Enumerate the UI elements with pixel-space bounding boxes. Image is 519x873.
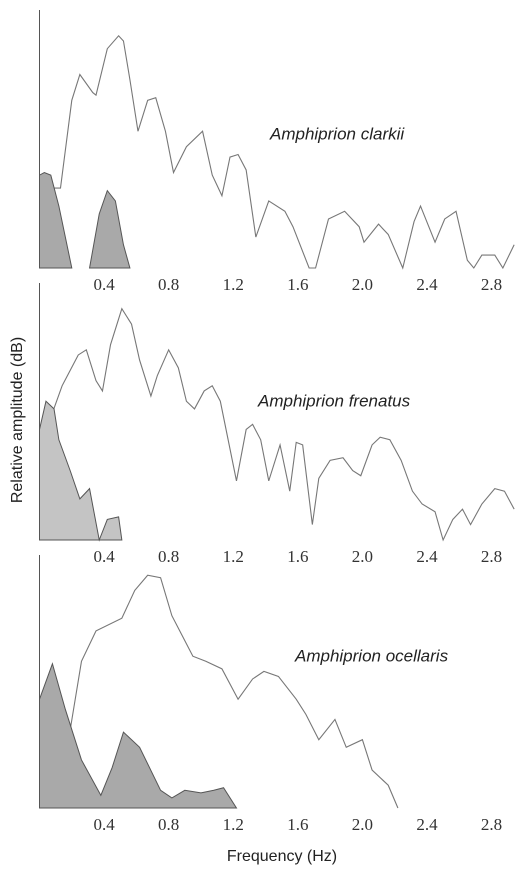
x-tick-label: 0.8 — [158, 547, 179, 566]
x-tick-label: 2.8 — [481, 275, 502, 294]
line — [38, 574, 399, 809]
x-tick-label: 2.0 — [352, 815, 373, 834]
annotation: Amphiprion clarkii — [269, 124, 405, 143]
x-tick-label: 1.6 — [287, 815, 308, 834]
x-tick-label: 2.4 — [416, 815, 438, 834]
area — [39, 662, 238, 809]
x-tick-label: 1.6 — [287, 275, 308, 294]
x-tick-label: 0.4 — [93, 275, 115, 294]
x-tick-label: 2.0 — [352, 275, 373, 294]
line — [42, 34, 515, 270]
y-axis-label: Relative amplitude (dB) — [9, 337, 26, 503]
x-tick-label: 1.2 — [223, 547, 244, 566]
x-tick-label: 0.4 — [93, 547, 115, 566]
line — [42, 307, 515, 542]
x-tick-label: 0.4 — [93, 815, 115, 834]
x-tick-label: 2.8 — [481, 815, 502, 834]
x-tick-label: 1.2 — [223, 275, 244, 294]
x-tick-label: 0.8 — [158, 275, 179, 294]
x-axis-label: Frequency (Hz) — [227, 848, 337, 865]
x-tick-label: 0.8 — [158, 815, 179, 834]
annotation: Amphiprion frenatus — [257, 391, 411, 410]
x-tick-label: 1.2 — [223, 815, 244, 834]
x-tick-label: 2.0 — [352, 547, 373, 566]
x-tick-label: 2.4 — [416, 547, 438, 566]
area — [39, 400, 123, 542]
x-tick-label: 1.6 — [287, 547, 308, 566]
x-tick-label: 2.8 — [481, 547, 502, 566]
x-tick-label: 2.4 — [416, 275, 438, 294]
annotation: Amphiprion ocellaris — [294, 646, 449, 665]
area — [88, 189, 131, 269]
area — [39, 171, 73, 269]
